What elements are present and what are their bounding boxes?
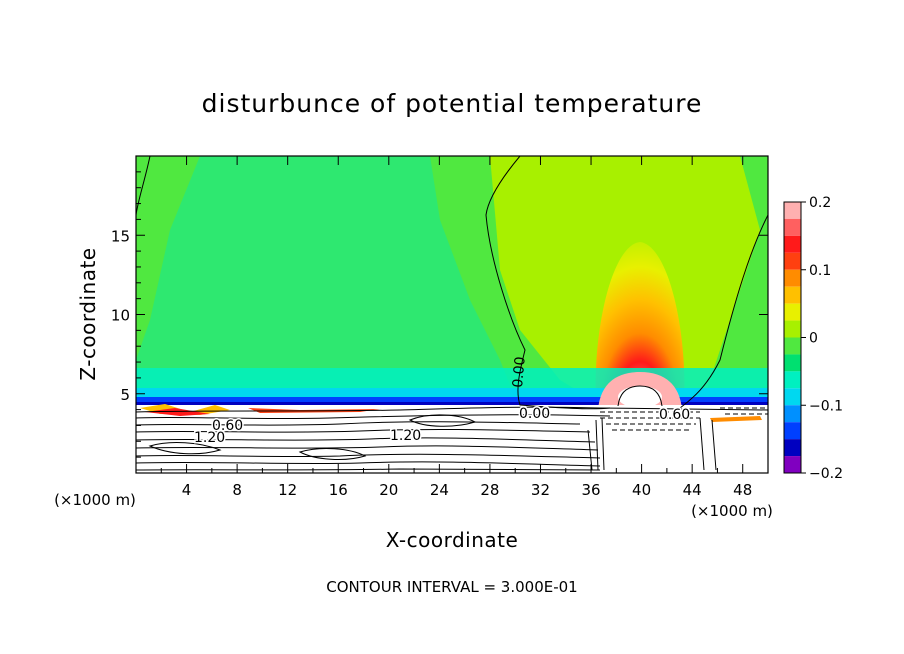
colorbar-tick-label: 0.2 [809, 195, 831, 211]
colorbar-swatch [784, 218, 801, 236]
colorbar-swatch [784, 269, 801, 287]
field-band-lightblue [136, 388, 768, 398]
x-tick-label: 32 [531, 481, 550, 499]
y-axis-label: Z-coordinate [76, 247, 100, 380]
colorbar-swatch [784, 422, 801, 440]
field-streak-right2 [710, 416, 762, 422]
colorbar-swatch [784, 439, 801, 457]
x-tick-label: 4 [182, 481, 192, 499]
x-tick-label: 36 [581, 481, 600, 499]
colorbar-swatch [784, 456, 801, 473]
colorbar-swatch [784, 202, 801, 219]
contour-label: 1.20 [390, 428, 421, 444]
x-axis-label: X-coordinate [386, 528, 519, 552]
colorbar-swatch [784, 303, 801, 321]
colorbar-tick-label: 0 [809, 331, 818, 347]
contour-warm-inner [617, 385, 663, 407]
z-tick-label: 5 [120, 386, 130, 404]
colorbar-tick-label: −0.2 [809, 466, 843, 482]
colorbar-swatch [784, 286, 801, 304]
colorbar-swatch [784, 235, 801, 253]
contour-lines [136, 156, 768, 473]
contour-label: 0.00 [510, 356, 529, 388]
x-tick-label: 24 [430, 481, 449, 499]
contour-cavity [606, 432, 700, 473]
y-axis: 5 10 15 [111, 171, 768, 458]
x-tick-label: 16 [329, 481, 348, 499]
contour-label-group: 0.00 0.00 0.60 0.60 1.20 1.20 [193, 356, 692, 448]
x-tick-label: 48 [733, 481, 752, 499]
colorbar-swatch [784, 388, 801, 406]
x-tick-label: 44 [683, 481, 702, 499]
chart-title: disturbunce of potential temperature [202, 89, 703, 118]
x-tick-label: 28 [480, 481, 499, 499]
contour-interval-note: CONTOUR INTERVAL = 3.000E-01 [326, 578, 577, 596]
colorbar: 0.2 0.1 0 −0.1 −0.2 [783, 195, 843, 482]
z-unit-label: (×1000 m) [54, 491, 136, 509]
colorbar-swatch [784, 252, 801, 270]
field-region-left-green [136, 156, 200, 360]
field-streak-left-red [145, 408, 210, 416]
colorbar-swatch [784, 337, 801, 355]
x-tick-label: 20 [379, 481, 398, 499]
x-axis: 4 8 12 16 20 24 28 32 36 40 44 48 [160, 156, 752, 499]
field-band-darkblue [136, 402, 768, 405]
contour-label: 1.20 [194, 430, 225, 446]
x-unit-label: (×1000 m) [691, 502, 773, 520]
field-band-blue [136, 397, 768, 403]
colorbar-tick-label: 0.1 [809, 263, 831, 279]
field-region-warm-core [595, 242, 685, 408]
contour-label: 0.00 [519, 406, 550, 422]
colorbar-swatch [784, 320, 801, 338]
x-tick-label: 40 [632, 481, 651, 499]
colorbar-swatch [784, 405, 801, 423]
colorbar-swatch [784, 371, 801, 389]
colorbar-tick-label: −0.1 [809, 398, 843, 414]
contour-zero-left [136, 156, 151, 216]
contour-label: 0.60 [212, 418, 243, 434]
contour-label: 0.60 [659, 407, 690, 423]
contour-negative-dashed [600, 407, 768, 431]
colorbar-swatch [784, 354, 801, 372]
x-tick-label: 12 [278, 481, 297, 499]
contour-zero-right [679, 214, 768, 409]
x-tick-label: 8 [232, 481, 242, 499]
field-region-warm-core-center [618, 386, 662, 408]
z-tick-label: 10 [111, 307, 130, 325]
contour-boundary-family [136, 406, 768, 471]
z-tick-label: 15 [111, 227, 130, 245]
